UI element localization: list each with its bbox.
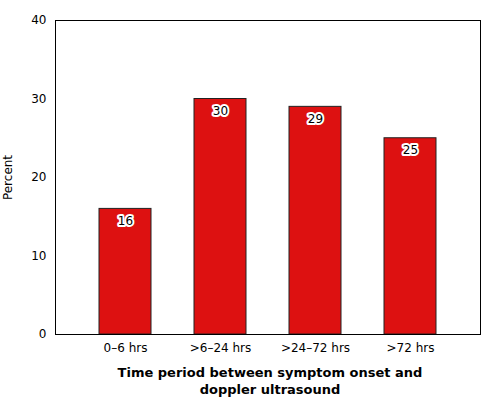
- svg-text:10: 10: [31, 249, 46, 263]
- svg-text:40: 40: [31, 13, 46, 27]
- svg-text:Percent: Percent: [1, 155, 15, 200]
- svg-text:0–6 hrs: 0–6 hrs: [104, 341, 148, 355]
- svg-text:25: 25: [403, 143, 418, 157]
- svg-text:16: 16: [118, 214, 133, 228]
- svg-text:>72 hrs: >72 hrs: [387, 341, 435, 355]
- svg-text:>24–72 hrs: >24–72 hrs: [281, 341, 350, 355]
- svg-text:20: 20: [31, 170, 46, 184]
- svg-text:29: 29: [308, 112, 323, 126]
- svg-text:>6–24 hrs: >6–24 hrs: [190, 341, 252, 355]
- svg-text:0: 0: [39, 327, 47, 341]
- html-text:Time period between symptom on: Time period between symptom onset and do…: [117, 365, 423, 397]
- svg-text:30: 30: [213, 104, 228, 118]
- svg-text:30: 30: [31, 92, 46, 106]
